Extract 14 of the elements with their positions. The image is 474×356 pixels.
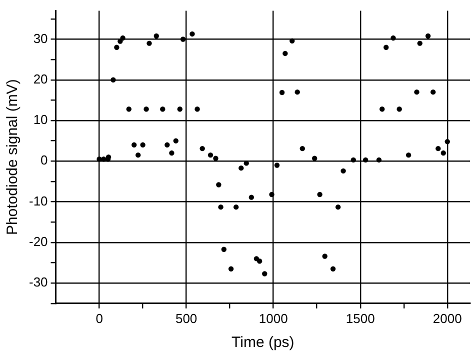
- y-axis-title: Photodiode signal (mV): [4, 79, 22, 236]
- y-tick-label: 20: [33, 71, 48, 86]
- y-tick-label: 30: [33, 30, 48, 46]
- y-tick-label: 10: [33, 112, 48, 128]
- x-tick-label: 500: [175, 310, 198, 326]
- x-tick-label: 2000: [432, 310, 462, 326]
- x-axis-title: Time (ps): [232, 334, 294, 352]
- x-tick-label: 1000: [258, 310, 288, 326]
- y-tick-label: -10: [28, 193, 48, 208]
- y-tick-label: 0: [40, 152, 48, 168]
- x-tick-label: 1500: [346, 310, 375, 326]
- x-tick-label: 0: [96, 310, 103, 326]
- y-tick-label: -30: [28, 274, 48, 290]
- y-tick-label: -20: [28, 234, 48, 250]
